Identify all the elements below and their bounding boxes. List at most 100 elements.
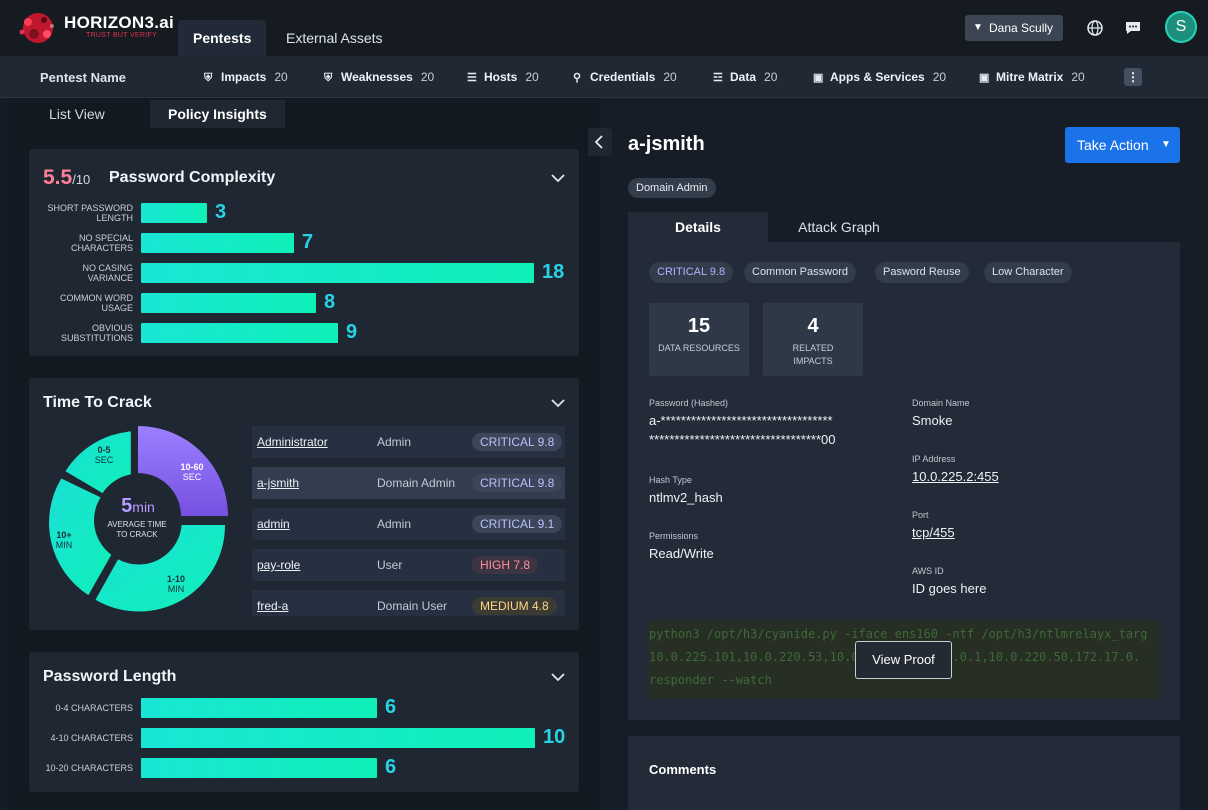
comments-card (628, 736, 1180, 810)
bar-label: 0-4 CHARACTERS (55, 703, 133, 713)
nav-item-credentials[interactable]: ⚲ Credentials 20 (573, 70, 677, 84)
bar-no-casing-variance (141, 263, 534, 283)
user-name-link[interactable]: Administrator (257, 435, 328, 449)
bar-value: 6 (385, 696, 397, 718)
field-label: Port (912, 510, 929, 520)
password-length-title: Password Length (43, 668, 177, 685)
bar-10-20-characters (141, 758, 377, 778)
user-role: Admin (377, 517, 412, 531)
hash-type-value: ntlmv2_hash (649, 490, 723, 505)
detail-title: a-jsmith (628, 133, 705, 155)
stat-related-impacts[interactable]: 4 RELATED IMPACTS (763, 303, 863, 376)
nav-item-hosts[interactable]: ☰ Hosts 20 (467, 70, 539, 84)
stat-label: RELATED IMPACTS (792, 343, 834, 366)
role-chip: Domain Admin (628, 178, 716, 198)
user-role: User (377, 558, 403, 572)
user-name-link[interactable]: fred-a (257, 599, 289, 613)
stat-value: 15 (687, 315, 711, 337)
brand-tagline: TRUST BUT VERIFY (86, 32, 158, 39)
bar-0-4-characters (141, 698, 377, 718)
port-link[interactable]: tcp/455 (912, 525, 955, 540)
globe-icon[interactable] (1085, 18, 1105, 38)
view-proof-button[interactable]: View Proof (855, 641, 952, 679)
password-complexity-title: Password Complexity (109, 169, 276, 186)
user-role: Domain User (377, 599, 448, 613)
severity-badge: MEDIUM 4.8 (472, 597, 557, 615)
severity-badge: CRITICAL 9.8 (472, 433, 563, 451)
chevron-left-icon (594, 135, 603, 149)
user-name-link[interactable]: admin (257, 517, 290, 531)
field-label: IP Address (912, 454, 956, 464)
monitor-icon: ▣ (979, 72, 990, 84)
nav-item-mitre-matrix[interactable]: ▣ Mitre Matrix 20 (979, 70, 1085, 84)
donut-segment-1-10-min (95, 525, 226, 612)
bar-label: OBVIOUS SUBSTITUTIONS (60, 323, 133, 343)
bar-value: 8 (324, 291, 336, 313)
table-row[interactable]: Administrator Admin CRITICAL 9.8 (252, 426, 565, 458)
avatar[interactable]: S (1165, 11, 1197, 43)
severity-badge: HIGH 7.8 (472, 556, 539, 574)
stat-data-resources[interactable]: 15 DATA RESOURCES (649, 303, 749, 376)
shield-icon: ⛨ (204, 72, 213, 84)
bar-label: NO SPECIAL CHARACTERS (70, 233, 133, 253)
key-icon: ⚲ (573, 72, 582, 84)
table-row[interactable]: a-jsmith Domain Admin CRITICAL 9.8 (252, 467, 565, 499)
table-row[interactable]: pay-role User HIGH 7.8 (252, 549, 565, 581)
user-role: Admin (377, 435, 412, 449)
permissions-value: Read/Write (649, 546, 714, 561)
segment-label-10-60-sec: 10-60 SEC (180, 462, 204, 482)
tab-external-assets[interactable]: External Assets (286, 30, 383, 46)
nav-item-data[interactable]: ☲ Data 20 (713, 70, 778, 84)
user-name-link[interactable]: a-jsmith (257, 476, 300, 490)
average-time-label: AVERAGE TIME TO CRACK (107, 520, 167, 539)
collapse-panel-button[interactable] (588, 128, 612, 156)
chevron-down-icon[interactable] (551, 174, 565, 183)
ip-address-link[interactable]: 10.0.225.2:455 (912, 469, 999, 484)
segment-label-10-plus-min: 10+ MIN (55, 530, 73, 550)
table-row[interactable]: admin Admin CRITICAL 9.1 (252, 508, 565, 540)
bar-value: 6 (385, 756, 397, 778)
nav-item-weaknesses[interactable]: ⛨ Weaknesses 20 (324, 70, 435, 84)
tab-details[interactable]: Details (628, 212, 768, 242)
tab-pentests[interactable]: Pentests (178, 20, 267, 56)
bar-value: 7 (302, 231, 314, 253)
field-label: Hash Type (649, 475, 692, 485)
bar-short-password-length (141, 203, 207, 223)
stat-value: 4 (807, 315, 819, 337)
nav-item-apps-services[interactable]: ▣ Apps & Services 20 (813, 70, 947, 84)
bar-label: 10-20 CHARACTERS (45, 763, 133, 773)
chevron-down-icon: ▼ (1161, 139, 1171, 150)
user-menu-label: Dana Scully (989, 21, 1054, 35)
bar-4-10-characters (141, 728, 535, 748)
segment-label-0-5-sec: 0-5 SEC (94, 445, 114, 465)
table-row[interactable]: fred-a Domain User MEDIUM 4.8 (252, 590, 565, 616)
chevron-down-icon[interactable] (551, 673, 565, 682)
nav-item-impacts[interactable]: ⛨ Impacts 20 (204, 70, 288, 84)
pentest-name: Pentest Name (40, 70, 126, 85)
tag-critical: CRITICAL 9.8 (649, 262, 734, 283)
tab-policy-insights[interactable]: Policy Insights (150, 100, 285, 128)
complexity-score: 5.5/10 (43, 166, 91, 189)
more-options-icon[interactable]: ⋮ (1124, 68, 1142, 86)
user-name-link[interactable]: pay-role (257, 558, 301, 572)
user-menu-button[interactable]: ▼ Dana Scully (965, 15, 1063, 41)
tag-low-character: Low Character (984, 262, 1072, 283)
time-to-crack-donut (49, 426, 228, 612)
chevron-down-icon[interactable] (551, 399, 565, 408)
monitor-icon: ▣ (813, 72, 824, 84)
chat-icon[interactable] (1123, 18, 1143, 38)
severity-badge: CRITICAL 9.8 (472, 474, 563, 492)
comments-title: Comments (649, 762, 717, 777)
tab-attack-graph[interactable]: Attack Graph (798, 219, 880, 235)
tab-list-view[interactable]: List View (49, 106, 105, 122)
donut-segment-10-plus-min (49, 478, 112, 596)
shield-icon: ⛨ (324, 72, 333, 84)
bar-value: 3 (215, 201, 227, 223)
proof-line: responder --watch (649, 673, 772, 687)
brand-name: HORIZON3.ai (64, 13, 175, 32)
bar-label: COMMON WORD USAGE (60, 293, 133, 313)
take-action-label: Take Action (1077, 137, 1149, 153)
take-action-button[interactable]: Take Action ▼ (1065, 127, 1180, 163)
tag-common-password: Common Password (744, 262, 856, 283)
bar-value: 9 (346, 321, 358, 343)
